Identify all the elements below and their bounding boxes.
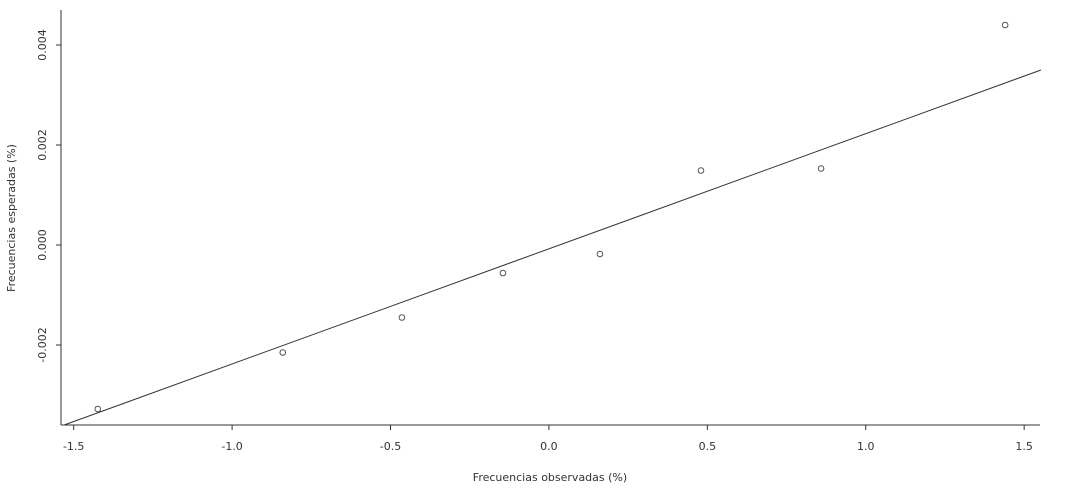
x-tick-label: 1.0	[857, 440, 875, 453]
x-tick-label: -0.5	[380, 440, 401, 453]
y-axis-label: Frecuencias esperadas (%)	[5, 144, 18, 292]
point	[398, 314, 406, 321]
x-tick-label: 0.5	[699, 440, 717, 453]
y-tick-label: 0.004	[36, 29, 49, 61]
y-tick-label: 0.002	[36, 129, 49, 161]
point	[596, 250, 604, 258]
point	[279, 349, 287, 356]
x-tick-label: -1.0	[221, 440, 242, 453]
point	[817, 165, 825, 172]
point	[1001, 21, 1009, 29]
x-axis-label: Frecuencias observadas (%)	[473, 471, 627, 484]
x-tick-label: 1.5	[1015, 440, 1033, 453]
y-tick-label: 0.000	[36, 229, 49, 261]
x-tick-label: 0.0	[540, 440, 558, 453]
point	[94, 405, 102, 413]
y-tick-label: -0.002	[36, 327, 49, 362]
fit-line	[63, 69, 1042, 426]
point	[499, 269, 507, 277]
x-tick-label: -1.5	[63, 440, 84, 453]
point	[697, 167, 705, 174]
